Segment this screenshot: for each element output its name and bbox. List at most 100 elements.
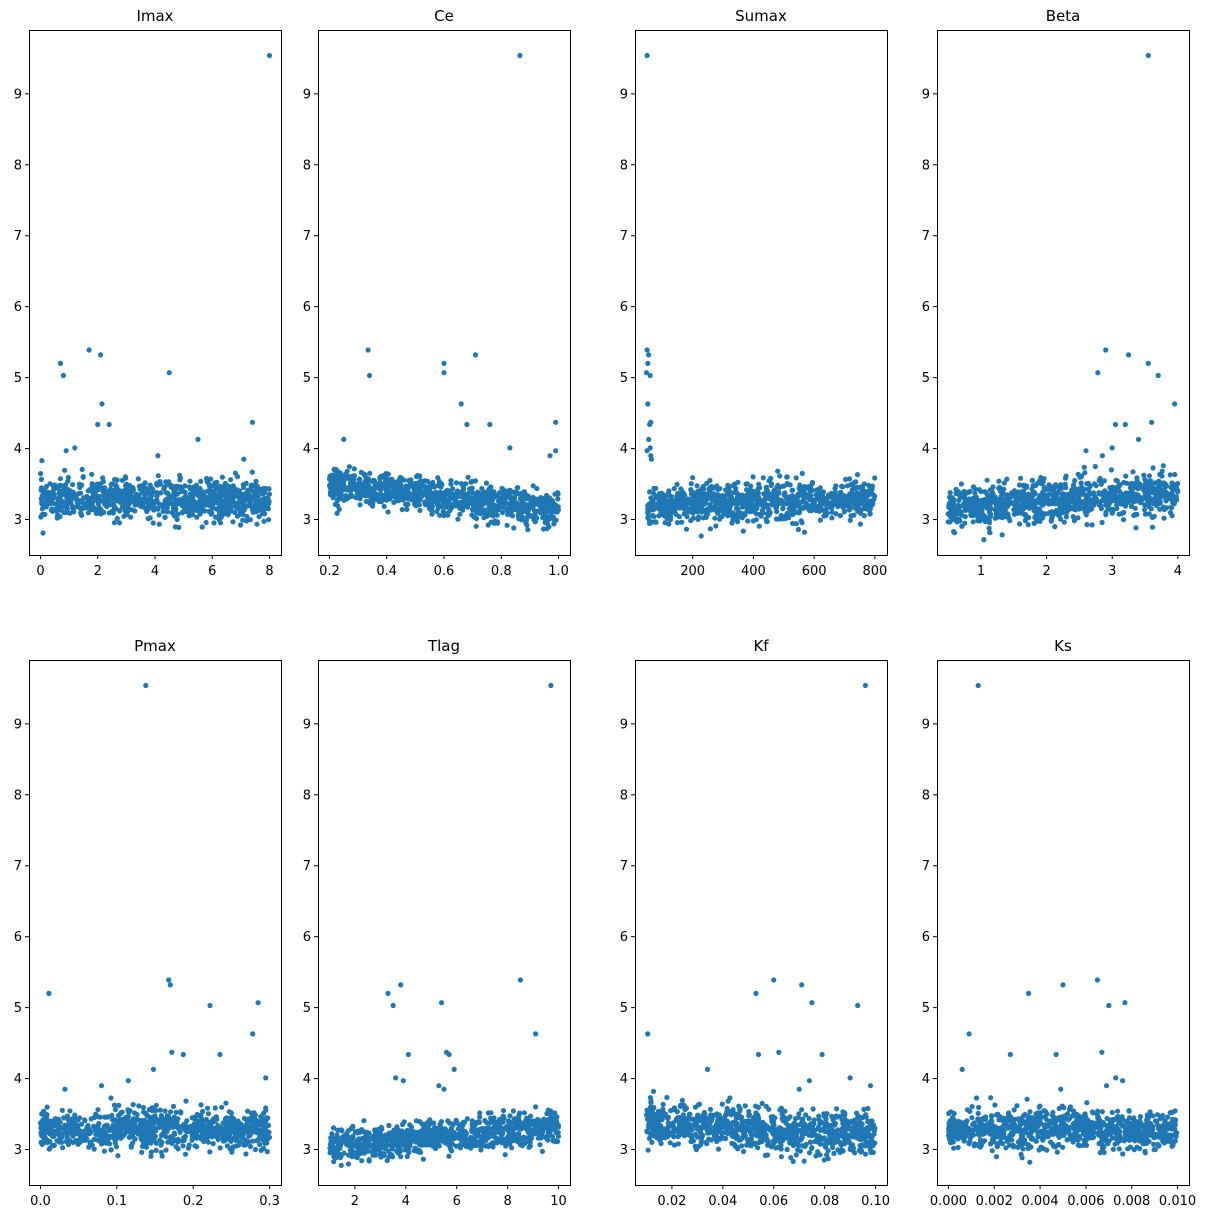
data-point [857, 492, 863, 498]
data-point [157, 1107, 163, 1113]
data-point [224, 1143, 230, 1149]
data-point [247, 1143, 254, 1150]
data-point [234, 513, 240, 519]
data-point [843, 476, 849, 482]
data-point [1134, 475, 1140, 481]
data-point [1102, 488, 1108, 494]
x-tick-label: 0.0 [30, 1194, 51, 1209]
data-point-outlier [341, 436, 347, 442]
data-point-outlier [72, 445, 78, 451]
data-point [136, 1103, 142, 1109]
data-point [101, 1148, 107, 1154]
data-point [773, 498, 779, 504]
data-point [162, 514, 168, 520]
data-point [695, 492, 702, 498]
data-point [132, 502, 138, 508]
data-point [982, 518, 988, 525]
data-point [58, 1125, 64, 1131]
y-tick-label: 8 [922, 158, 930, 173]
data-point-outlier [98, 352, 104, 358]
data-point [382, 492, 388, 498]
data-point [962, 520, 968, 526]
data-point [57, 514, 63, 520]
data-point [121, 488, 127, 494]
data-point [123, 495, 129, 501]
data-point [986, 520, 993, 526]
data-point [1050, 513, 1056, 519]
y-tick-label: 8 [620, 158, 628, 173]
x-tick-label: 4 [151, 564, 159, 579]
data-point [1120, 517, 1127, 523]
data-point [1062, 475, 1069, 481]
data-point [690, 503, 696, 509]
data-point [203, 519, 209, 526]
data-point [1080, 499, 1086, 505]
data-point [1063, 485, 1069, 491]
data-point-outlier [106, 421, 112, 428]
data-point [745, 504, 751, 510]
data-point [990, 491, 996, 497]
data-point [139, 1149, 145, 1155]
data-point-outlier [1149, 419, 1155, 425]
data-point [1138, 484, 1144, 490]
data-point [179, 503, 185, 509]
data-point [710, 485, 716, 491]
data-point [1098, 503, 1104, 509]
data-point [265, 1135, 271, 1141]
data-point [146, 1139, 152, 1145]
data-point [838, 490, 844, 496]
data-point [178, 1110, 184, 1116]
data-point [186, 502, 192, 508]
data-point [327, 483, 333, 489]
data-point [89, 471, 95, 477]
data-point [1004, 476, 1010, 482]
data-point [854, 472, 861, 478]
data-point [531, 508, 538, 514]
data-point [65, 474, 71, 481]
data-point [510, 498, 516, 504]
data-point [151, 1138, 157, 1144]
data-point [330, 1125, 337, 1131]
data-point [780, 505, 786, 511]
data-point [1089, 522, 1095, 528]
data-point [665, 506, 671, 512]
data-point [1013, 507, 1019, 513]
data-point [467, 486, 473, 492]
x-tick-label: 600 [802, 564, 827, 579]
data-point [228, 1126, 234, 1132]
data-point [67, 510, 73, 516]
data-point [222, 500, 228, 506]
y-tick-label: 7 [14, 859, 22, 874]
data-point [1041, 484, 1047, 490]
data-point [832, 489, 839, 495]
data-point [211, 520, 217, 526]
data-point [1036, 517, 1042, 523]
data-point [846, 501, 852, 507]
data-point [800, 498, 806, 505]
data-point [174, 516, 180, 523]
data-point [201, 508, 208, 514]
scatter-points [327, 682, 562, 1168]
data-point [398, 482, 404, 488]
data-point [233, 1143, 239, 1149]
data-point [109, 494, 115, 500]
data-point [45, 489, 51, 495]
data-point [138, 503, 144, 509]
data-point [385, 509, 391, 515]
data-point [121, 513, 127, 519]
data-point [99, 509, 105, 515]
data-point [457, 504, 463, 510]
data-point [123, 1114, 129, 1121]
data-point [244, 513, 250, 520]
data-point [743, 492, 749, 499]
data-point [254, 521, 260, 527]
data-point [1030, 483, 1036, 489]
y-tick-label: 7 [14, 229, 22, 244]
data-point-outlier [125, 1078, 131, 1084]
data-point [1107, 506, 1113, 512]
data-point [1013, 492, 1019, 498]
data-point [727, 489, 733, 495]
data-point [219, 474, 225, 480]
data-point [204, 1105, 211, 1111]
